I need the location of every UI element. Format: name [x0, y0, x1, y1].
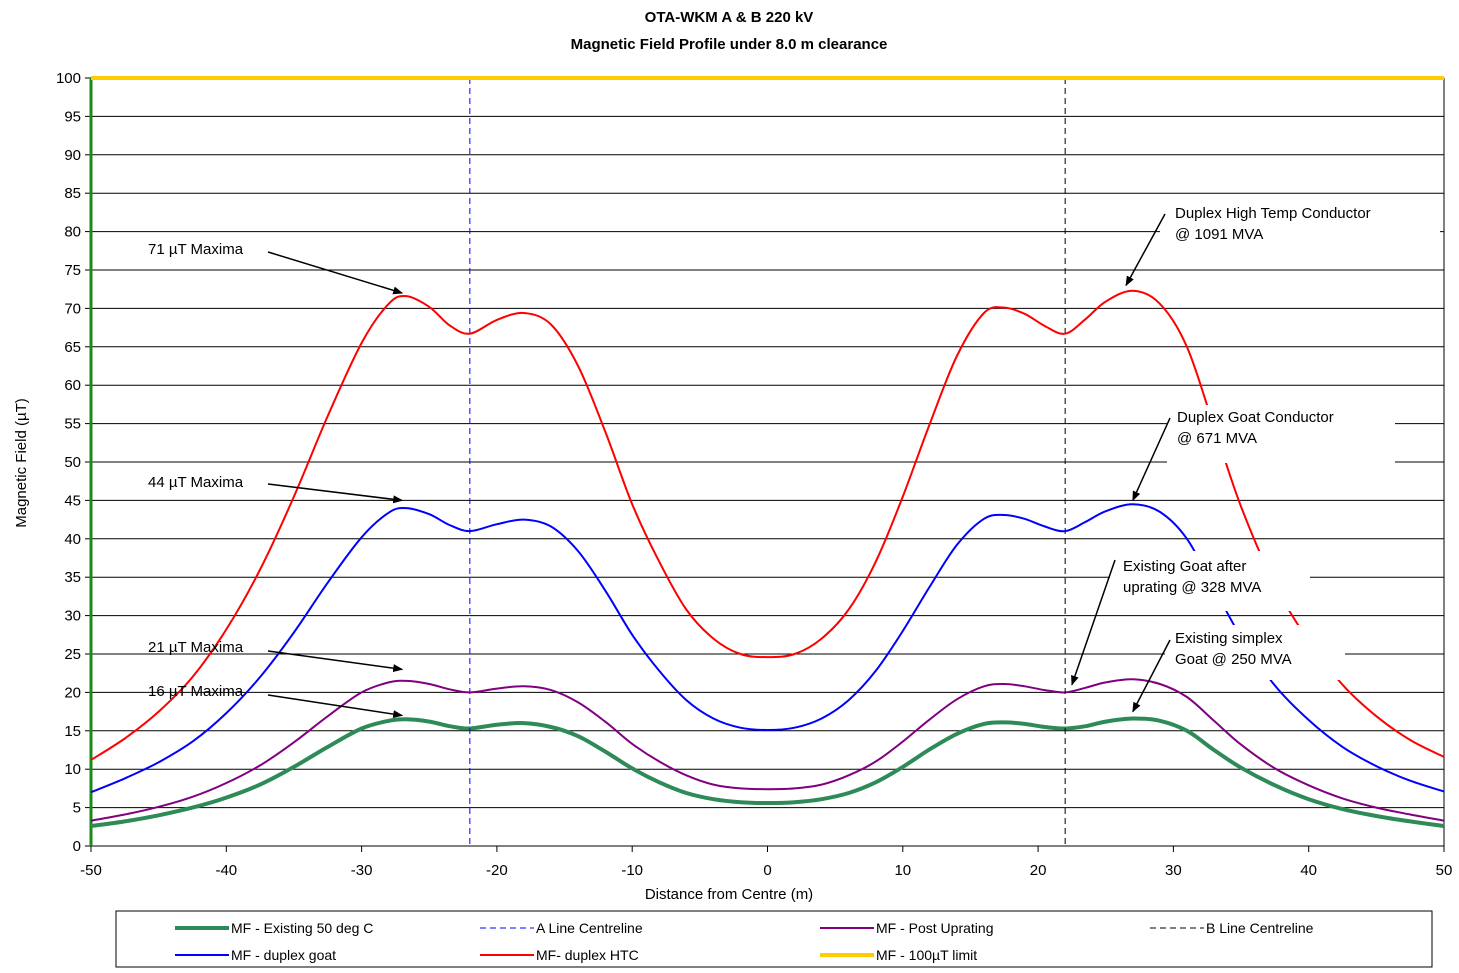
series-mf-existing-50-deg-c [90, 716, 1445, 828]
x-axis-label: Distance from Centre (m) [645, 886, 813, 903]
annotation-text: Goat @ 250 MVA [1175, 651, 1292, 668]
annotation-text: 16 µT Maxima [148, 683, 244, 700]
annotation-arrow [1132, 639, 1171, 713]
legend: MF - Existing 50 deg C A Line Centreline M… [115, 910, 1433, 968]
annotation-background [1165, 625, 1345, 680]
annotation-text: Existing simplex [1175, 630, 1283, 647]
annotation-arrow [267, 251, 404, 295]
y-axis-ticks: 0 5 10 15 20 25 30 35 40 45 50 55 60 65 70 75 80 85 90 95 10… [56, 70, 91, 855]
annotation: Duplex Goat Conductor @ 671 MVA [1132, 405, 1395, 502]
x-tick-label: 50 [1436, 862, 1453, 879]
y-tick-label: 25 [64, 646, 81, 663]
legend-item: MF - 100µT limit [820, 947, 977, 963]
x-tick-label: 10 [894, 862, 911, 879]
y-tick-label: 60 [64, 377, 81, 394]
annotation: 44 µT Maxima [148, 474, 404, 504]
legend-item: B Line Centreline [1150, 920, 1314, 936]
annotation-arrow [267, 694, 404, 719]
legend-label: B Line Centreline [1206, 920, 1314, 936]
x-axis-ticks: -50 -40 -30 -20 -10 0 10 20 30 40 50 [80, 846, 1452, 879]
annotation-text: Duplex Goat Conductor [1177, 409, 1334, 426]
annotation: 71 µT Maxima [148, 241, 404, 295]
y-axis-label: Magnetic Field (µT) [13, 398, 30, 528]
y-tick-label: 100 [56, 70, 81, 87]
annotation-text: Existing Goat after [1123, 558, 1246, 575]
x-tick-label: -50 [80, 862, 102, 879]
y-tick-label: 70 [64, 300, 81, 317]
annotation-background [1160, 198, 1440, 250]
annotation-text: Duplex High Temp Conductor [1175, 205, 1371, 222]
y-tick-label: 90 [64, 147, 81, 164]
legend-label: MF - duplex goat [231, 947, 336, 963]
annotation-arrow [267, 650, 404, 673]
annotation: Existing simplex Goat @ 250 MVA [1132, 625, 1345, 713]
legend-item: MF - Post Uprating [820, 920, 993, 936]
legend-label: MF - Existing 50 deg C [231, 920, 373, 936]
y-tick-label: 55 [64, 416, 81, 433]
annotation: 16 µT Maxima [148, 683, 404, 719]
series-mf-post-uprating [90, 678, 1445, 822]
x-tick-label: -10 [621, 862, 643, 879]
annotation-text: 71 µT Maxima [148, 241, 244, 258]
x-tick-label: 40 [1300, 862, 1317, 879]
annotation-text: 44 µT Maxima [148, 474, 244, 491]
annotation-text: @ 1091 MVA [1175, 226, 1263, 243]
y-tick-label: 50 [64, 454, 81, 471]
legend-item: MF - Existing 50 deg C [175, 920, 373, 936]
y-tick-label: 40 [64, 531, 81, 548]
x-tick-label: 0 [763, 862, 771, 879]
series-mf-duplex-htc [90, 289, 1445, 761]
series-mf-duplex-goat [90, 503, 1445, 794]
y-tick-label: 10 [64, 761, 81, 778]
y-tick-label: 75 [64, 262, 81, 279]
annotation-background [1167, 405, 1395, 463]
annotation-text: @ 671 MVA [1177, 430, 1257, 447]
y-tick-label: 0 [73, 838, 81, 855]
series-lines [89, 76, 1445, 846]
y-tick-label: 30 [64, 608, 81, 625]
annotation-arrow [1125, 213, 1166, 287]
legend-item: A Line Centreline [480, 920, 643, 936]
annotations: 71 µT Maxima 44 µT Maxima 21 µT Maxima 16 µ… [148, 198, 1440, 719]
annotation-arrow [1132, 417, 1171, 502]
annotation: 21 µT Maxima [148, 639, 404, 673]
y-tick-label: 80 [64, 224, 81, 241]
y-tick-label: 5 [73, 800, 81, 817]
annotation: Existing Goat after uprating @ 328 MVA [1071, 551, 1310, 686]
y-tick-label: 95 [64, 108, 81, 125]
chart-title: OTA-WKM A & B 220 kV [645, 9, 814, 26]
y-tick-label: 85 [64, 185, 81, 202]
annotation-text: 21 µT Maxima [148, 639, 244, 656]
chart-subtitle: Magnetic Field Profile under 8.0 m clear… [571, 36, 888, 53]
annotation-arrow [267, 483, 404, 504]
annotation-background [1110, 551, 1310, 611]
x-tick-label: -30 [351, 862, 373, 879]
y-tick-label: 45 [64, 492, 81, 509]
annotation-arrow [1071, 559, 1116, 686]
legend-label: MF- duplex HTC [536, 947, 639, 963]
y-tick-label: 35 [64, 569, 81, 586]
legend-item: MF - duplex goat [175, 947, 336, 963]
y-tick-label: 65 [64, 339, 81, 356]
legend-item: MF- duplex HTC [480, 947, 639, 963]
legend-label: MF - 100µT limit [876, 947, 977, 963]
x-tick-label: 20 [1030, 862, 1047, 879]
y-tick-label: 20 [64, 684, 81, 701]
x-tick-label: -20 [486, 862, 508, 879]
legend-label: MF - Post Uprating [876, 920, 993, 936]
annotation: Duplex High Temp Conductor @ 1091 MVA [1125, 198, 1440, 287]
x-tick-label: -40 [215, 862, 237, 879]
y-tick-label: 15 [64, 723, 81, 740]
annotation-text: uprating @ 328 MVA [1123, 579, 1261, 596]
legend-label: A Line Centreline [536, 920, 643, 936]
legend-box [115, 910, 1433, 968]
x-tick-label: 30 [1165, 862, 1182, 879]
